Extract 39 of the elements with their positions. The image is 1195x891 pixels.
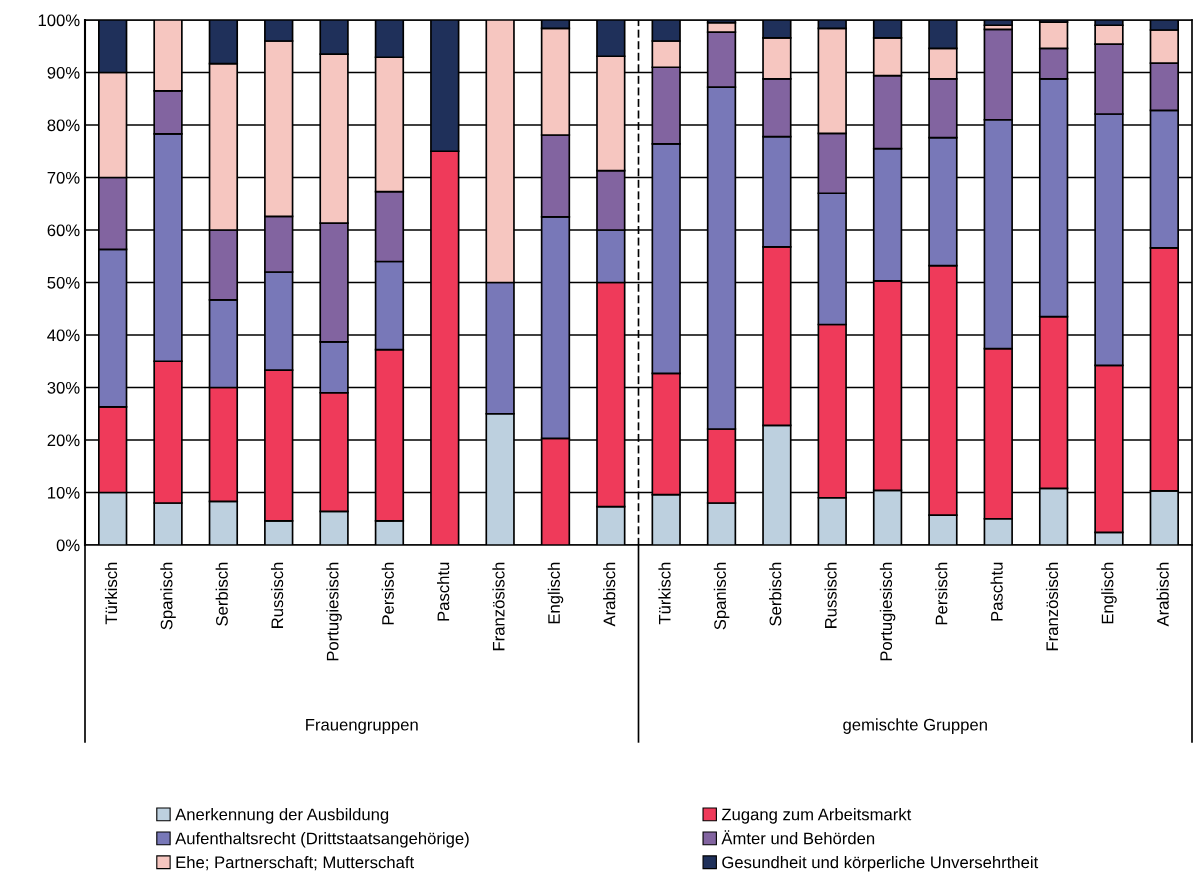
x-tick-label: Französisch bbox=[492, 562, 505, 651]
x-tick-label: Paschtu bbox=[990, 562, 1003, 621]
y-tick-label: 30% bbox=[47, 381, 80, 394]
x-tick-label: Serbisch bbox=[769, 562, 782, 626]
x-tick-label: Englisch bbox=[547, 562, 564, 624]
legend-label: Aufenthaltsrecht (Drittstaatsangehörige) bbox=[175, 832, 469, 848]
legend-label: Gesundheit und körperliche Unversehrtheit bbox=[722, 856, 1039, 872]
y-tick-label: 0% bbox=[56, 539, 80, 552]
x-tick-label: Russisch bbox=[270, 562, 284, 628]
y-tick-label: 50% bbox=[47, 276, 80, 289]
x-tick-label: Russisch bbox=[824, 562, 837, 628]
x-tick-label: Persisch bbox=[935, 562, 948, 625]
x-tick-label: Arabisch bbox=[1156, 562, 1169, 627]
x-tick-label: Arabisch bbox=[603, 562, 616, 627]
y-tick-label: 90% bbox=[47, 66, 80, 79]
y-tick-label: 70% bbox=[47, 171, 80, 184]
y-tick-label: 20% bbox=[47, 434, 80, 447]
legend-label: Anerkennung der Ausbildung bbox=[175, 808, 389, 824]
x-tick-label: Englisch bbox=[1101, 562, 1117, 624]
x-tick-label: Paschtu bbox=[437, 562, 450, 621]
y-tick-label: 100% bbox=[38, 14, 80, 27]
legend-label: Zugang zum Arbeitsmarkt bbox=[721, 808, 912, 824]
x-tick-label: Spanisch bbox=[713, 562, 730, 630]
x-tick-label: Türkisch bbox=[658, 562, 671, 625]
x-tick-label: Spanisch bbox=[160, 562, 176, 630]
y-tick-label: 60% bbox=[47, 224, 80, 237]
x-tick-label: Französisch bbox=[1045, 562, 1059, 651]
x-tick-label: Portugiesisch bbox=[879, 562, 896, 661]
x-tick-label: Portugiesisch bbox=[326, 562, 342, 661]
x-tick-label: Persisch bbox=[381, 562, 394, 625]
legend-label: Ehe; Partnerschaft; Mutterschaft bbox=[176, 856, 415, 871]
x-tick-label: Serbisch bbox=[215, 562, 228, 626]
y-tick-label: 10% bbox=[48, 486, 80, 499]
x-tick-label: Türkisch bbox=[104, 562, 118, 625]
text: gemischte Gruppen bbox=[843, 718, 987, 734]
y-tick-label: 80% bbox=[47, 119, 80, 132]
y-tick-label: 40% bbox=[47, 329, 80, 342]
text: Frauengruppen bbox=[306, 718, 418, 734]
legend-label: Ämter und Behörden bbox=[721, 830, 875, 845]
